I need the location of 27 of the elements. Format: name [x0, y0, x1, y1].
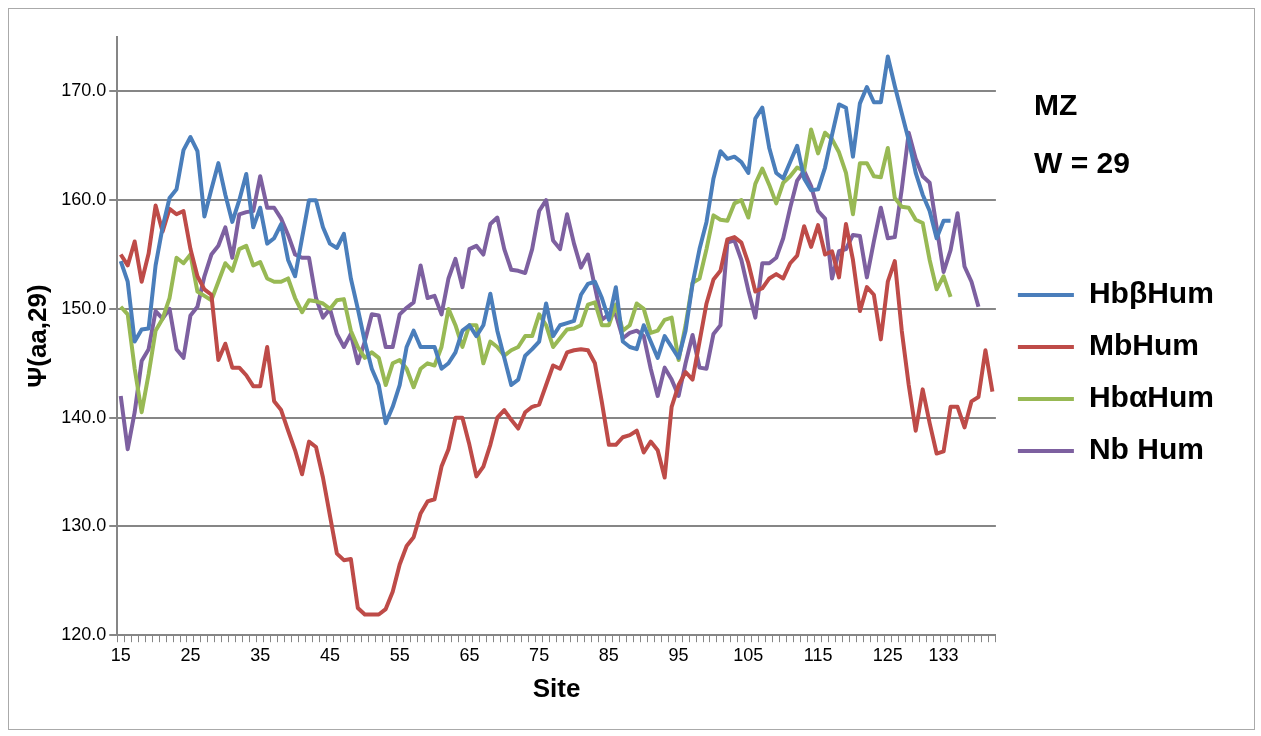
legend-label: HbβHum	[1088, 276, 1214, 310]
x-tick-label: 133	[928, 644, 959, 665]
legend-label: MbHum	[1088, 328, 1199, 362]
x-tick-label: 55	[389, 644, 410, 665]
x-tick-label: 85	[598, 644, 619, 665]
x-tick-label: 105	[733, 644, 764, 665]
text: W = 29	[1034, 146, 1130, 180]
y-tick-label: 170.0	[61, 80, 107, 101]
y-tick-label: 160.0	[61, 189, 107, 210]
legend-label: Nb Hum	[1088, 432, 1204, 466]
legend-label: HbαHum	[1088, 380, 1215, 414]
text: MZ	[1034, 88, 1078, 122]
x-axis-title: Site	[532, 672, 581, 703]
x-tick-label: 65	[459, 644, 480, 665]
y-tick-label: 130.0	[61, 515, 107, 536]
x-tick-label: 95	[668, 644, 689, 665]
x-tick-label: 15	[110, 644, 131, 665]
x-tick-label: 115	[803, 644, 833, 665]
x-tick-label: 75	[529, 644, 550, 665]
x-tick-label: 125	[872, 644, 903, 665]
x-tick-label: 45	[319, 644, 340, 665]
x-tick-label: 25	[180, 644, 201, 665]
x-tick-label: 35	[250, 644, 271, 665]
y-tick-label: 140.0	[61, 406, 107, 427]
y-axis-title: Ψ(aa,29)	[21, 284, 52, 388]
y-tick-label: 150.0	[61, 297, 107, 318]
y-tick-label: 120.0	[61, 624, 107, 645]
